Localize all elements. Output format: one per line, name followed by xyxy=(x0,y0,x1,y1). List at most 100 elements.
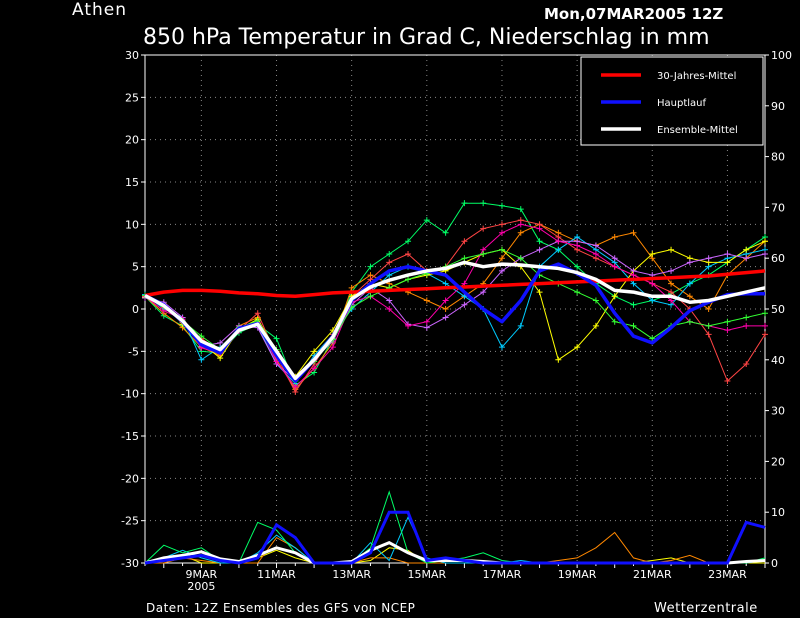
ensemble-member-marker xyxy=(367,293,374,300)
ensemble-member-marker xyxy=(555,238,562,245)
ensemble-member-marker xyxy=(461,200,468,207)
x-tick-label: 19MAR xyxy=(558,568,597,581)
precip-line xyxy=(144,510,766,565)
ensemble-member-marker xyxy=(743,246,750,253)
climatology-line xyxy=(144,269,766,299)
y-right-tick-label: 0 xyxy=(771,557,778,570)
ensemble-member-marker xyxy=(724,327,731,334)
ensemble-member-marker xyxy=(724,259,731,266)
ensemble-member-marker xyxy=(611,293,618,300)
ensemble-member-marker xyxy=(705,306,712,312)
ensemble-member-marker xyxy=(480,250,487,257)
ensemble-member-marker xyxy=(630,301,637,308)
ensemble-member-marker xyxy=(442,314,449,321)
ensemble-member-marker xyxy=(423,297,430,304)
ensemble-member-marker xyxy=(217,339,224,346)
ensemble-member-marker xyxy=(517,221,524,228)
y-right-tick-label: 50 xyxy=(771,303,785,316)
ensemble-member-marker xyxy=(724,318,731,325)
y-right-tick-label: 20 xyxy=(771,455,785,468)
ensemble-member-marker xyxy=(705,322,712,329)
ensemble-member-marker xyxy=(611,263,618,270)
ensemble-member-marker xyxy=(386,259,393,266)
ensemble-member-marker xyxy=(649,297,656,304)
ensemble-member-marker xyxy=(273,358,280,365)
ensemble-member-marker xyxy=(743,314,750,321)
y-left-tick-label: -10 xyxy=(121,388,139,401)
y-right-tick-label: 10 xyxy=(771,506,785,519)
ensemble-member-marker xyxy=(592,250,599,257)
ensemble-member-marker xyxy=(217,355,224,362)
ensemble-member-line xyxy=(144,223,766,391)
ensemble-member-line xyxy=(144,236,766,385)
ensemble-member-marker xyxy=(724,377,731,384)
hauptlauf-line xyxy=(144,262,765,383)
y-left-tick-label: 30 xyxy=(125,49,139,62)
ensemble-member-marker xyxy=(461,238,468,245)
y-right-tick-label: 60 xyxy=(771,252,785,265)
main-lines xyxy=(144,260,766,383)
x-tick-label: 23MAR xyxy=(708,568,747,581)
ensemble-member-marker xyxy=(668,246,675,253)
ensemble-member-line xyxy=(144,219,766,393)
y-left-tick-label: -5 xyxy=(128,345,139,358)
legend-label: 30-Jahres-Mittel xyxy=(657,71,736,82)
y-left-tick-label: 5 xyxy=(132,261,139,274)
ensemble-member-marker xyxy=(442,297,449,304)
x-tick-label: 17MAR xyxy=(483,568,522,581)
location-label: Athen xyxy=(72,0,127,20)
chart-title: 850 hPa Temperatur in Grad C, Niederschl… xyxy=(143,25,710,50)
ensemble-member-marker xyxy=(743,361,750,368)
ensemble-member-marker xyxy=(386,250,393,257)
ensemble-member-marker xyxy=(649,250,656,257)
ensemble-member-marker xyxy=(517,255,524,262)
y-left-tick-label: 0 xyxy=(132,303,139,316)
ensemble-member-marker xyxy=(762,238,768,245)
ensemble-member-line xyxy=(144,223,765,388)
ensemble-member-marker xyxy=(649,280,656,287)
ensemble-member-marker xyxy=(292,383,299,390)
ensemble-member-marker xyxy=(686,280,693,287)
legend: 30-Jahres-Mittel Hauptlauf Ensemble-Mittel xyxy=(580,56,764,146)
ensemble-member-marker xyxy=(498,246,505,253)
precip-line xyxy=(144,516,766,564)
x-tick-label: 11MAR xyxy=(257,568,296,581)
ensemble-member-marker xyxy=(273,335,280,342)
y-right-tick-label: 80 xyxy=(771,151,785,164)
legend-label: Hauptlauf xyxy=(657,98,706,109)
ensemble-member-marker xyxy=(743,255,750,262)
ensemble-member-marker xyxy=(405,238,412,245)
y-right-tick-label: 30 xyxy=(771,405,785,418)
ensemble-member-marker xyxy=(405,250,412,257)
ensemble-member-marker xyxy=(405,322,412,329)
ensemble-member-marker xyxy=(592,322,599,329)
ensemble-member-marker xyxy=(743,322,750,329)
x-tick-sublabel: 2005 xyxy=(187,580,215,593)
ensemble-member-marker xyxy=(649,335,656,342)
precip-line xyxy=(144,490,766,564)
data-source-label: Daten: 12Z Ensembles des GFS von NCEP xyxy=(146,601,415,615)
ensemble-member-marker xyxy=(517,229,524,236)
ensemble-member-marker xyxy=(574,289,581,296)
ensemble-member-marker xyxy=(592,297,599,304)
ensemble-member-marker xyxy=(705,331,712,338)
ensemble-member-marker xyxy=(724,250,731,257)
ensemble-member-marker xyxy=(461,255,468,262)
ensemble-member-marker xyxy=(611,234,618,241)
ensemble-member-marker xyxy=(668,297,675,304)
ensemble-member-marker xyxy=(198,333,205,340)
y-right-tick-label: 90 xyxy=(771,100,785,113)
ensemble-member-marker xyxy=(480,200,487,207)
ensemble-member-marker xyxy=(555,356,562,363)
brand-label: Wetterzentrale xyxy=(654,601,758,616)
x-tick-label: 21MAR xyxy=(633,568,672,581)
y-left-tick-label: -30 xyxy=(121,557,139,570)
ensemble-member-marker xyxy=(461,301,468,308)
y-left-tick-label: -15 xyxy=(121,430,139,443)
ensemble-member-marker xyxy=(686,318,693,325)
ensemble-member-marker xyxy=(686,293,693,300)
datetime-label: Mon,07MAR2005 12Z xyxy=(544,5,723,23)
ensemble-member-marker xyxy=(517,206,524,213)
ensemble-member-marker xyxy=(405,276,412,283)
